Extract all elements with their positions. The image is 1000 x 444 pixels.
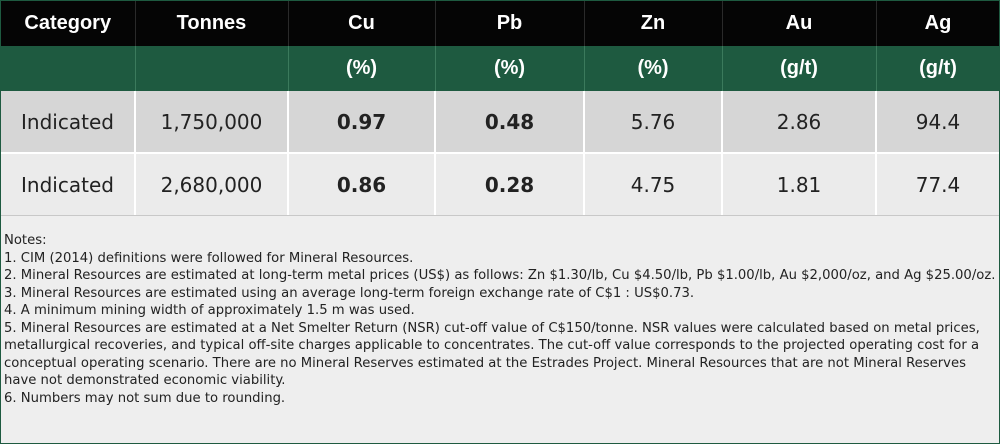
cell-tonnes: 2,680,000 [135, 152, 289, 215]
header-cu: Cu [288, 1, 436, 46]
cell-category: Indicated [1, 91, 136, 153]
cell-cu: 0.86 [288, 152, 436, 215]
header-au: Au [722, 1, 877, 46]
header-tonnes: Tonnes [135, 1, 289, 46]
notes-title: Notes: [4, 233, 47, 248]
note-item: 4. A minimum mining width of approximate… [4, 303, 415, 318]
cell-pb: 0.48 [435, 91, 585, 153]
note-item: 5. Mineral Resources are estimated at a … [4, 320, 980, 389]
note-item: 2. Mineral Resources are estimated at lo… [4, 268, 996, 283]
cell-pb: 0.28 [435, 152, 585, 215]
cell-zn: 5.76 [584, 91, 723, 153]
unit-tonnes [135, 46, 289, 91]
cell-ag: 77.4 [876, 152, 999, 215]
unit-cu: (%) [288, 46, 436, 91]
unit-pb: (%) [435, 46, 585, 91]
cell-au: 2.86 [722, 91, 877, 153]
cell-category: Indicated [1, 152, 136, 215]
note-item: 3. Mineral Resources are estimated using… [4, 285, 695, 301]
table-header-row: Category Tonnes Cu Pb Zn Au Ag [1, 1, 999, 46]
table-row: Indicated 2,680,000 0.86 0.28 4.75 1.81 … [1, 152, 999, 215]
header-zn: Zn [584, 1, 723, 46]
cell-tonnes: 1,750,000 [135, 91, 289, 153]
mineral-resource-table: Category Tonnes Cu Pb Zn Au Ag (%) (%) (… [1, 1, 999, 215]
unit-zn: (%) [584, 46, 723, 91]
table-units-row: (%) (%) (%) (g/t) (g/t) [1, 46, 999, 91]
notes-section: Notes: 1. CIM (2014) definitions were fo… [1, 215, 999, 443]
unit-category [1, 46, 136, 91]
unit-au: (g/t) [722, 46, 877, 91]
cell-zn: 4.75 [584, 152, 723, 215]
note-item: 1. CIM (2014) definitions were followed … [4, 250, 414, 266]
header-ag: Ag [876, 1, 999, 46]
cell-ag: 94.4 [876, 91, 999, 153]
header-category: Category [1, 1, 136, 46]
cell-cu: 0.97 [288, 91, 436, 153]
header-pb: Pb [435, 1, 585, 46]
unit-ag: (g/t) [876, 46, 999, 91]
table-row: Indicated 1,750,000 0.97 0.48 5.76 2.86 … [1, 91, 999, 153]
note-item: 6. Numbers may not sum due to rounding. [4, 390, 286, 406]
cell-au: 1.81 [722, 152, 877, 215]
